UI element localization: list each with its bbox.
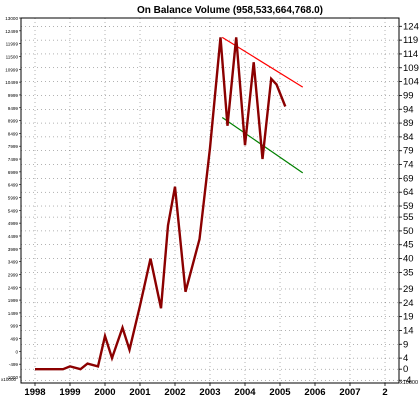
right-unit-label: x10000	[400, 380, 418, 386]
left-tick-label: 10499	[5, 80, 18, 85]
right-tick-label: 45	[403, 240, 414, 251]
x-tick-label: 2001	[129, 387, 151, 398]
left-tick-label: 11999	[6, 42, 19, 47]
left-tick-label: 1999	[8, 298, 19, 303]
right-tick-label: 79	[403, 146, 414, 157]
left-tick-label: 499	[10, 337, 18, 342]
left-tick-label: 11500	[6, 54, 19, 59]
left-tick-label: 8999	[8, 119, 19, 124]
right-tick-label: 69	[403, 173, 414, 184]
x-tick-label: 2	[382, 387, 387, 398]
x-tick-label: 2000	[94, 387, 115, 398]
x-tick-label: 2003	[199, 387, 220, 398]
right-tick-label: 0	[403, 364, 408, 375]
left-tick-label: 0	[15, 349, 18, 354]
x-tick-label: 2005	[269, 387, 291, 398]
right-tick-label: 14	[403, 325, 414, 336]
left-tick-label: 3499	[8, 260, 19, 265]
left-tick-label: 12499	[5, 29, 18, 34]
left-tick-label: 6999	[8, 170, 19, 175]
right-tick-label: 84	[403, 132, 414, 143]
left-tick-label: 5999	[8, 196, 19, 201]
obv-series-line	[35, 37, 287, 371]
x-tick-label: 2006	[304, 387, 325, 398]
right-tick-label: 55	[403, 212, 414, 223]
x-tick-label: 2007	[339, 387, 360, 398]
left-tick-label: 1499	[8, 311, 19, 316]
left-tick-label: -499	[9, 362, 19, 367]
left-tick-label: 3999	[8, 247, 19, 252]
left-tick-label: 9499	[8, 106, 19, 111]
right-tick-label: 114	[403, 49, 418, 60]
left-tick-label: 4999	[8, 221, 19, 226]
right-tick-label: 35	[403, 267, 414, 278]
right-tick-label: 19	[403, 312, 414, 323]
left-tick-label: 7499	[8, 157, 19, 162]
right-tick-label: 94	[403, 104, 414, 115]
right-tick-label: 50	[403, 226, 414, 237]
x-tick-label: 2004	[234, 387, 256, 398]
x-tick-label: 1999	[59, 387, 80, 398]
right-tick-label: 74	[403, 160, 414, 171]
left-tick-label: 8499	[8, 131, 19, 136]
right-tick-label: -4	[403, 375, 411, 386]
right-tick-label: 109	[403, 63, 419, 74]
left-tick-label: 2999	[8, 272, 19, 277]
left-tick-label: 9999	[8, 93, 19, 98]
x-tick-label: 2002	[164, 387, 185, 398]
right-tick-label: 40	[403, 254, 414, 265]
left-tick-label: 5499	[8, 208, 19, 213]
plot-frame	[20, 17, 400, 384]
right-tick-label: 124	[403, 21, 419, 32]
right-tick-label: 119	[403, 35, 418, 46]
right-tick-label: 89	[403, 118, 414, 129]
left-tick-label: 2499	[8, 285, 19, 290]
left-tick-label: 13000	[5, 16, 18, 21]
trendline	[221, 117, 304, 174]
right-tick-label: 59	[403, 201, 414, 212]
left-tick-label: 999	[10, 324, 18, 329]
right-tick-label: 64	[403, 187, 414, 198]
right-tick-label: 29	[403, 284, 414, 295]
right-tick-label: 24	[403, 298, 414, 309]
left-tick-label: 6499	[8, 183, 19, 188]
left-tick-label: 7999	[8, 144, 19, 149]
right-tick-label: 4	[403, 353, 408, 364]
left-tick-label: 10999	[5, 67, 18, 72]
chart-title: On Balance Volume (958,533,664,768.0)	[137, 5, 323, 16]
right-tick-label: 104	[403, 77, 419, 88]
left-tick-label: 4499	[8, 234, 19, 239]
right-tick-label: 9	[403, 339, 408, 350]
x-tick-label: 1998	[24, 387, 45, 398]
left-unit-label: x10000	[1, 377, 17, 382]
left-tick-label: -1000	[6, 375, 18, 380]
right-tick-label: 99	[403, 90, 414, 101]
